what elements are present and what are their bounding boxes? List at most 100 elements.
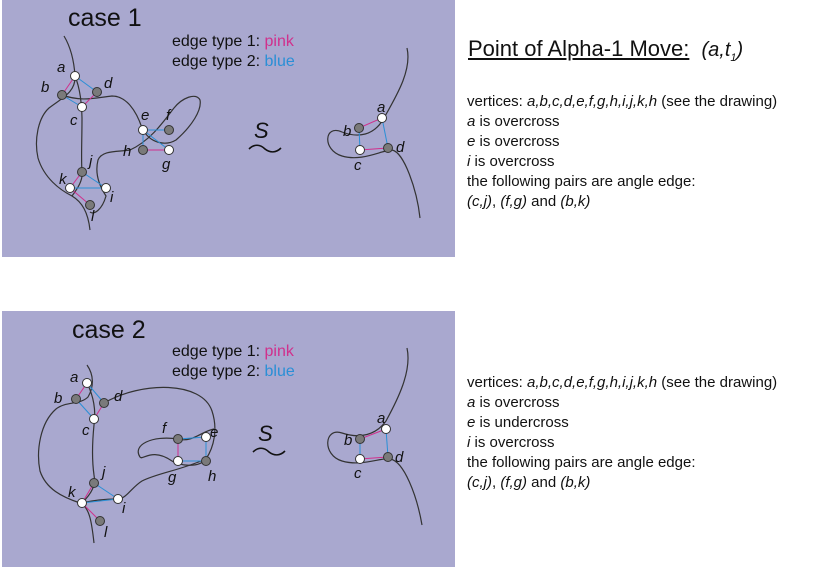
vertex-i — [113, 494, 123, 504]
vertex-g — [164, 145, 174, 155]
sim-tilde — [252, 447, 286, 456]
cross-line-1: a is overcross — [467, 112, 777, 132]
cross-var-2: e — [467, 414, 476, 431]
pair-3: (b,k) — [560, 193, 591, 210]
r-vertex-c — [355, 145, 365, 155]
pair-2: (f,g) — [500, 193, 528, 210]
pair-2: (f,g) — [500, 474, 528, 491]
page-title: Point of Alpha-1 Move: (a,t1) — [468, 36, 743, 64]
angle-edge-pairs: (c,j), (f,g) and (b,k) — [467, 192, 777, 212]
right-curve — [327, 347, 423, 526]
curve-right-strand — [61, 94, 201, 214]
label-f: f — [166, 107, 172, 124]
legend-color-pink: pink — [264, 343, 294, 360]
vertex-b — [57, 90, 67, 100]
legend-label-1: edge type 1: — [172, 33, 261, 50]
r-vertex-c — [355, 454, 365, 464]
pair-sep-2: and — [527, 193, 561, 210]
legend-row-2: edge type 2: blue — [172, 362, 295, 382]
legend-row-1: edge type 1: pink — [172, 32, 295, 52]
r-edge-ad — [381, 117, 389, 149]
label-d: d — [114, 388, 123, 405]
vertex-e — [138, 125, 148, 135]
cross-var-2: e — [467, 133, 476, 150]
vertex-l — [85, 200, 95, 210]
case-2-labels: a b c d e f g h i j k l — [54, 369, 218, 541]
sim-s: S — [258, 421, 273, 446]
case-2-vertices — [71, 378, 211, 526]
r-vertex-d — [383, 452, 393, 462]
cross-text-1: is overcross — [475, 394, 560, 411]
cross-text-3: is overcross — [470, 153, 555, 170]
case-2-panel: case 2 edge type 1: pink edge type 2: bl… — [2, 311, 455, 567]
sim-tilde — [248, 144, 282, 153]
r-label-a: a — [377, 99, 385, 116]
pair-sep-1: , — [492, 193, 501, 210]
vertex-l — [95, 516, 105, 526]
case-2-right-diagram: a b c d — [327, 347, 423, 526]
case-1-panel: case 1 edge type 1: pink edge type 2: bl… — [2, 0, 455, 257]
vertices-list: a,b,c,d,e,f,g,h,i,j,k,h — [527, 374, 658, 391]
cross-text-2: is undercross — [475, 414, 569, 431]
label-a: a — [57, 59, 65, 76]
label-h: h — [208, 468, 216, 485]
legend-color-pink: pink — [264, 33, 294, 50]
label-k: k — [59, 171, 68, 188]
r-vertex-b — [355, 434, 365, 444]
r-label-a: a — [377, 410, 385, 427]
vertices-list: a,b,c,d,e,f,g,h,i,j,k,h — [527, 93, 658, 110]
label-e: e — [141, 107, 149, 124]
legend-row-1: edge type 1: pink — [172, 342, 295, 362]
angle-edge-heading: the following pairs are angle edge: — [467, 173, 696, 190]
cross-text-3: is overcross — [470, 434, 555, 451]
label-l: l — [104, 524, 108, 541]
title-point-base: a,t — [708, 39, 731, 61]
angle-edge-heading: the following pairs are angle edge: — [467, 454, 696, 471]
r-vertex-b — [354, 123, 364, 133]
r-label-b: b — [343, 123, 351, 140]
case-2-curves — [37, 364, 216, 544]
legend-color-blue: blue — [264, 363, 295, 380]
cross-line-3: i is overcross — [467, 152, 777, 172]
pair-sep-2: and — [527, 474, 561, 491]
vertices-suffix: (see the drawing) — [657, 374, 778, 391]
case-1-description: vertices: a,b,c,d,e,f,g,h,i,j,k,h (see t… — [467, 92, 777, 212]
curve-bottom-strand — [81, 458, 207, 504]
vertex-j — [89, 478, 99, 488]
case-1-right-diagram: a b c d — [327, 47, 421, 219]
label-h: h — [123, 143, 131, 160]
vertex-f — [164, 125, 174, 135]
title-point-sub: 1 — [730, 52, 737, 64]
edge-eg — [142, 129, 170, 151]
case-1-legend: edge type 1: pink edge type 2: blue — [172, 32, 295, 72]
legend-label-1: edge type 1: — [172, 343, 261, 360]
vertex-a — [82, 378, 92, 388]
vertex-b — [71, 394, 81, 404]
label-b: b — [41, 79, 49, 96]
case-2-description: vertices: a,b,c,d,e,f,g,h,i,j,k,h (see t… — [467, 373, 777, 493]
label-f: f — [162, 420, 168, 437]
vertex-h — [138, 145, 148, 155]
case-1-diagram: a b c d e f g h i j k l S — [35, 35, 421, 231]
cross-text-2: is overcross — [475, 133, 560, 150]
label-c: c — [82, 422, 90, 439]
cross-var-3: i — [467, 153, 471, 170]
label-l: l — [91, 208, 95, 225]
cross-line-1: a is overcross — [467, 393, 777, 413]
r-label-d: d — [396, 139, 405, 156]
curve-center-strand — [81, 382, 96, 504]
r-label-c: c — [354, 465, 362, 482]
vertex-i — [101, 183, 111, 193]
pair-3: (b,k) — [560, 474, 591, 491]
curve-center-strand — [71, 75, 83, 197]
legend-label-2: edge type 2: — [172, 53, 261, 70]
case-1-labels: a b c d e f g h i j k l — [41, 59, 172, 225]
r-label-d: d — [395, 449, 404, 466]
label-k: k — [68, 484, 77, 501]
cross-line-2: e is overcross — [467, 132, 777, 152]
edge-ki — [81, 498, 119, 504]
case-1-sim-symbol: S — [248, 118, 282, 153]
label-j: j — [100, 464, 106, 481]
case-2-legend: edge type 1: pink edge type 2: blue — [172, 342, 295, 382]
vertex-c — [89, 414, 99, 424]
